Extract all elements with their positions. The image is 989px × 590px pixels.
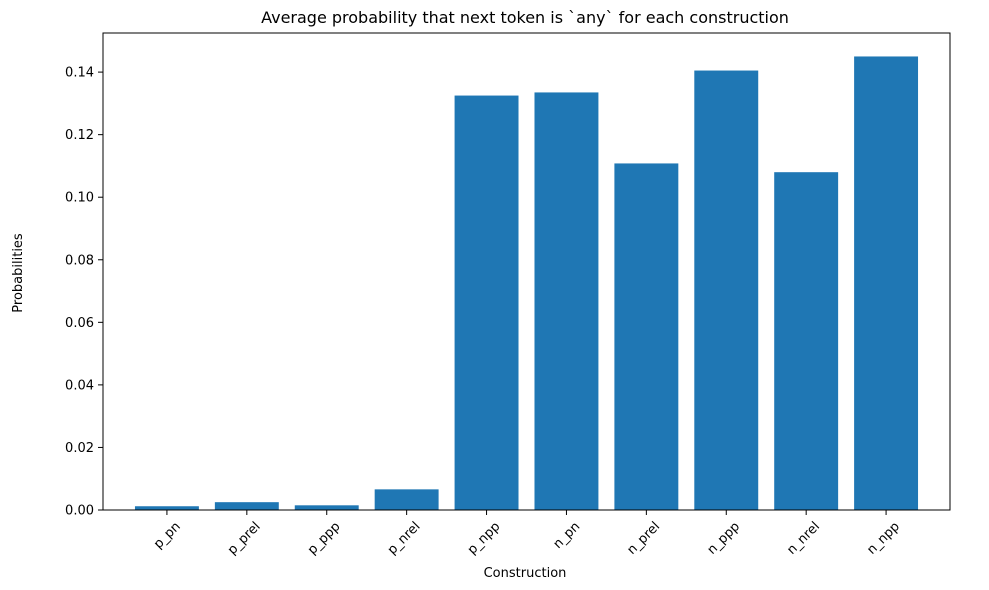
bar-n-ppp [694,70,759,510]
y-tick-label: 0.14 [65,66,94,81]
bar-series [134,56,919,511]
x-tick-label: p_ppp [305,519,344,558]
bar-p-nrel [374,489,439,510]
x-tick-label: p_pn [151,519,184,552]
bar-n-prel [614,163,679,510]
y-tick-label: 0.12 [65,128,94,143]
x-axis: p_pn p_prel p_ppp p_nrel p_npp n_pn n_prel n_pp… [151,510,903,558]
x-axis-label: Construction [484,566,567,581]
y-tick-label: 0.06 [65,316,94,331]
y-tick-label: 0.02 [65,441,94,456]
y-tick-label: 0.04 [65,378,94,393]
bar-p-prel [214,502,279,510]
y-axis: 0.00 0.02 0.04 0.06 0.08 0.10 0.12 0.14 [65,66,103,519]
x-tick-label: n_npp [864,519,903,558]
chart-title: Average probability that next token is `… [261,8,789,27]
x-tick-label: p_nrel [385,519,424,558]
plot-frame [102,32,951,511]
x-tick-label: p_npp [465,519,504,558]
y-tick-label: 0.08 [65,253,94,268]
x-tick-label: n_pn [551,519,584,552]
bar-p-ppp [294,505,359,510]
bar-n-nrel [774,172,839,510]
x-tick-label: n_nrel [784,519,823,558]
x-tick-label: p_prel [225,519,264,558]
y-tick-label: 0.10 [65,191,94,206]
bar-n-npp [854,56,919,510]
bar-p-pn [134,506,199,510]
y-tick-label: 0.00 [65,504,94,519]
x-tick-label: n_prel [625,519,664,558]
y-axis-label: Probabilities [11,233,26,313]
x-tick-label: n_ppp [705,519,744,558]
bar-n-pn [534,92,599,510]
bar-p-npp [454,95,519,511]
